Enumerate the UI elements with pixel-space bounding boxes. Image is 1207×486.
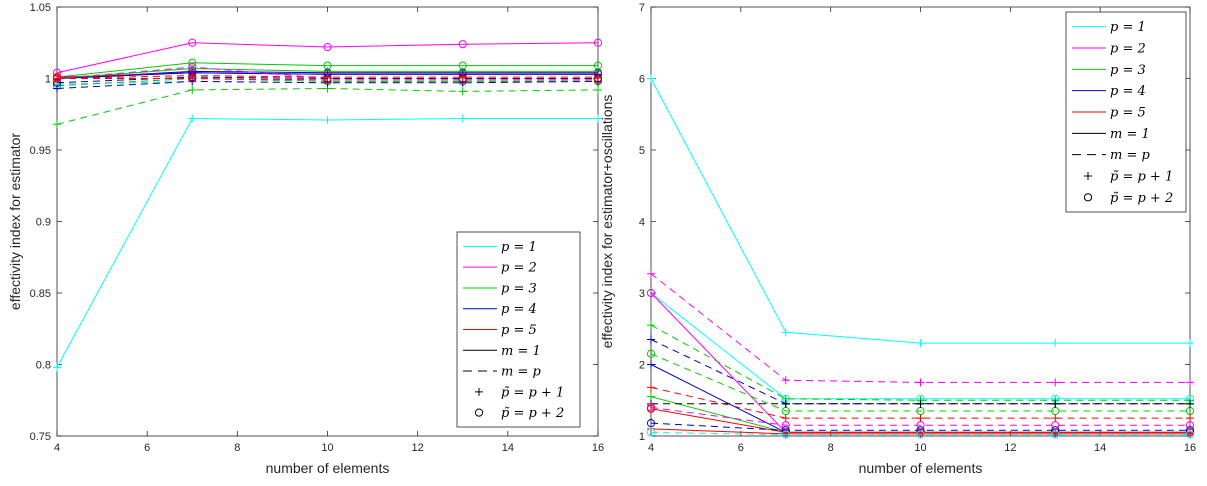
legend-label: p = 1 [501, 240, 537, 255]
legend-label: m = p [501, 365, 541, 380]
legend-label: p = 1 [1110, 20, 1146, 35]
y-tick-label: 0.75 [30, 431, 51, 443]
x-tick-label: 4 [648, 442, 654, 454]
y-tick-label: 0.85 [30, 288, 51, 300]
y-tick-label: 0.8 [36, 360, 51, 372]
y-tick-label: 4 [639, 217, 645, 229]
legend-label: p̃ = p + 2 [501, 406, 564, 421]
y-tick-label: 7 [639, 2, 645, 14]
legend-label: p̃ = p + 1 [1110, 170, 1173, 185]
x-axis-label: number of elements [266, 460, 390, 476]
y-axis-label: effectivity index for estimator+oscillat… [599, 95, 615, 349]
x-tick-label: 6 [738, 442, 744, 454]
legend-label: m = p [1110, 148, 1150, 163]
legend-label: p = 5 [501, 323, 537, 338]
x-tick-label: 16 [592, 442, 604, 454]
x-tick-label: 14 [502, 442, 514, 454]
legend-label: p = 3 [501, 281, 537, 296]
y-tick-label: 1 [639, 431, 645, 443]
y-tick-label: 2 [639, 360, 645, 372]
legend-label: p = 5 [1110, 106, 1146, 121]
x-tick-label: 12 [1004, 442, 1016, 454]
x-tick-label: 14 [1094, 442, 1106, 454]
legend-label: p̃ = p + 1 [501, 385, 564, 400]
y-axis-label: effectivity index for estimator [7, 133, 23, 310]
y-tick-label: 6 [639, 74, 645, 86]
x-tick-label: 10 [321, 442, 333, 454]
x-tick-label: 8 [234, 442, 240, 454]
legend-label: p = 3 [1110, 63, 1146, 78]
y-tick-label: 0.9 [36, 217, 51, 229]
y-tick-label: 1 [45, 74, 51, 86]
legend-label: p̃ = p + 2 [1110, 191, 1173, 206]
legend-label: m = 1 [1110, 127, 1150, 142]
legend-label: p = 4 [501, 302, 537, 317]
x-tick-label: 10 [914, 442, 926, 454]
chart-left-estimator: 4 6 8 10 12 14 16 0.75 0.8 0.85 0.9 0.95 1 1.05 number… [7, 2, 604, 476]
legend-label: p = 2 [501, 261, 537, 276]
x-tick-label: 6 [144, 442, 150, 454]
y-tick-label: 5 [639, 145, 645, 157]
x-tick-label: 4 [54, 442, 60, 454]
y-tick-label: 0.95 [30, 145, 51, 157]
x-axis-label: number of elements [859, 460, 983, 476]
x-tick-label: 16 [1184, 442, 1196, 454]
legend-label: p = 2 [1110, 42, 1146, 57]
legend-label: p = 4 [1110, 84, 1146, 99]
x-tick-label: 12 [412, 442, 424, 454]
legend-label: m = 1 [501, 344, 541, 359]
y-tick-label: 1.05 [30, 2, 51, 14]
y-tick-label: 3 [639, 288, 645, 300]
x-tick-label: 8 [828, 442, 834, 454]
